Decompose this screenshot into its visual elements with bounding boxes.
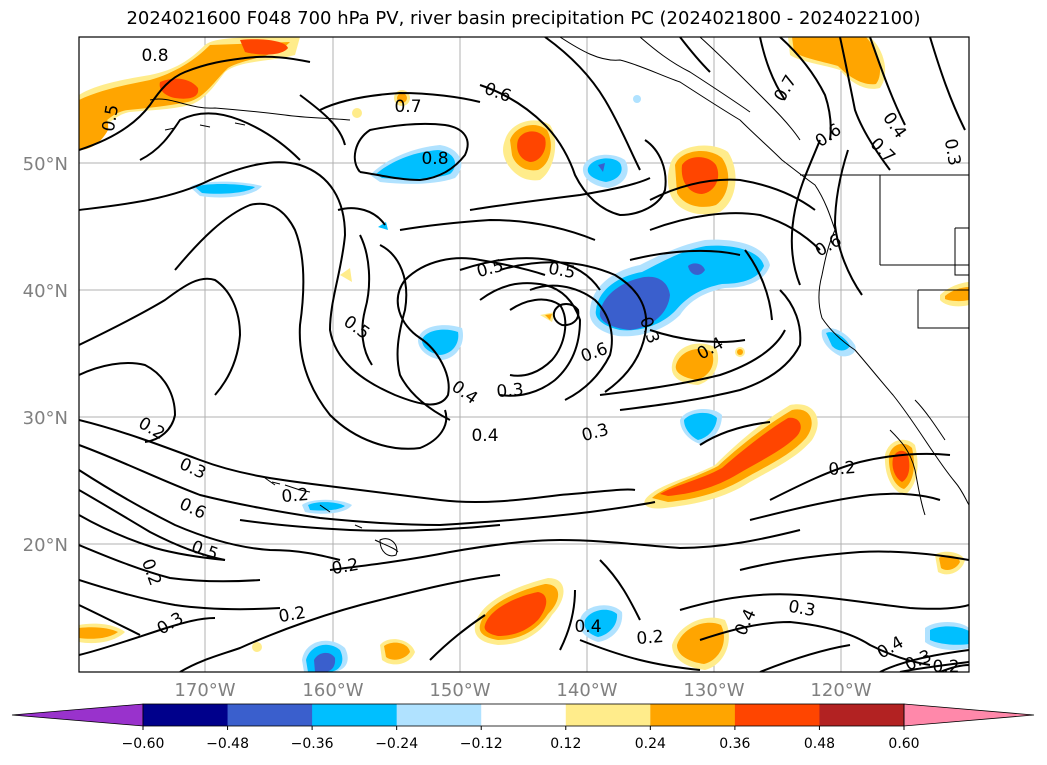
lon-label: 140°W	[556, 680, 617, 701]
lon-label: 150°W	[429, 680, 490, 701]
lat-label: 40°N	[23, 281, 68, 302]
island-outlines	[271, 481, 311, 493]
contour-label: 0.2	[277, 603, 307, 627]
colorbar-tick-label: −0.60	[122, 736, 165, 752]
contour-label: 0.2	[636, 627, 665, 649]
colorbar-segment	[227, 704, 313, 726]
colorbar-segment	[565, 704, 651, 726]
colorbar-segment	[396, 704, 482, 726]
contour-label: 0.4	[574, 617, 601, 637]
colorbar-tick-label: −0.48	[206, 736, 249, 752]
lat-label: 30°N	[23, 408, 68, 429]
contour-label: 0.2	[932, 657, 959, 677]
contour-label: 0.4	[471, 426, 498, 446]
contour-label: 0.2	[330, 555, 360, 579]
colorbar-segment	[312, 704, 398, 726]
colorbar-segment	[734, 704, 820, 726]
contour-label: 0.8	[421, 149, 448, 169]
latitude-labels: 50°N 40°N 30°N 20°N	[23, 154, 68, 556]
colorbar-segment	[481, 704, 567, 726]
colorbar-tick-label: −0.36	[291, 736, 334, 752]
colorbar: −0.60 −0.48 −0.36 −0.24 −0.12 0.12 0.24 0.36 0.4…	[11, 703, 1035, 752]
colorbar-segment	[650, 704, 736, 726]
lat-label: 50°N	[23, 154, 68, 175]
lon-label: 160°W	[302, 680, 363, 701]
colorbar-tick-label: −0.24	[375, 736, 418, 752]
contour-label: 0.2	[828, 458, 857, 480]
plot-title: 2024021600 F048 700 hPa PV, river basin …	[126, 8, 921, 29]
contour-label: 0.3	[787, 597, 817, 621]
colorbar-tick-label: 0.24	[635, 736, 666, 752]
contour-label: 0.3	[940, 137, 964, 167]
lon-label: 170°W	[174, 680, 235, 701]
colorbar-extend-low	[11, 703, 144, 727]
lon-label: 120°W	[810, 680, 871, 701]
colorbar-segment	[819, 704, 905, 726]
map-frame	[78, 36, 970, 673]
contour-label: 0.7	[394, 97, 421, 117]
colorbar-tick-label: 0.36	[719, 736, 750, 752]
pv-contours	[79, 37, 969, 672]
colorbar-tick-label: 0.48	[804, 736, 835, 752]
colorbar-tick-label: 0.12	[550, 736, 581, 752]
lat-label: 20°N	[23, 535, 68, 556]
coastlines	[149, 37, 969, 557]
lon-label: 130°W	[683, 680, 744, 701]
precip-shading	[79, 37, 969, 672]
contour-label: 0.5	[547, 259, 577, 283]
colorbar-segment	[143, 704, 229, 726]
colorbar-extend-high	[903, 703, 1035, 727]
colorbar-tick-label: 0.60	[888, 736, 919, 752]
contour-label: 0.3	[496, 380, 525, 402]
colorbar-tick-label: −0.12	[460, 736, 503, 752]
contour-label: 0.2	[281, 485, 310, 507]
contour-label: 0.8	[141, 46, 168, 66]
contour-label: 0.5	[99, 103, 123, 133]
longitude-labels: 170°W 160°W 150°W 140°W 130°W 120°W	[174, 680, 871, 701]
